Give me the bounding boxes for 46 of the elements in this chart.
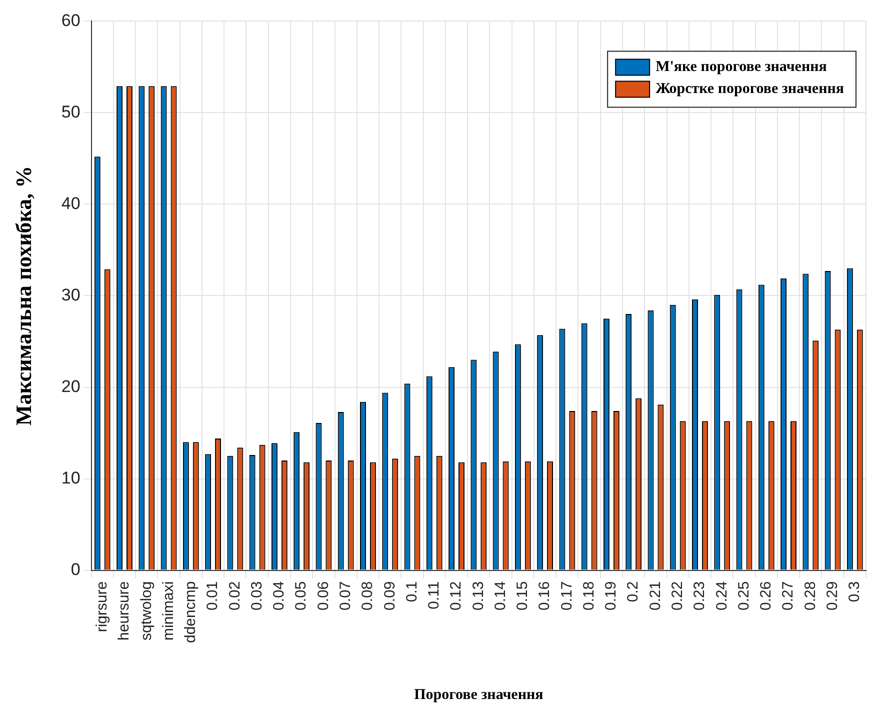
x-tick-label: 0.16 [536,581,554,610]
x-tick-label: 0.18 [580,581,598,610]
x-tick-label: 0.05 [292,581,310,610]
x-tick-label: 0.01 [204,581,222,610]
x-tick-label: ddencmp [182,581,200,644]
y-tick-label: 40 [61,194,80,213]
x-tick-label: 0.08 [359,581,376,610]
x-tick-label: 0.13 [470,581,487,610]
y-tick-label: 0 [70,560,80,579]
x-tick-label: 0.15 [514,581,532,610]
x-tick-label: 0.04 [270,581,288,610]
x-tick-label: 0.27 [780,581,797,610]
x-tick-label: sqtwolog [138,581,155,640]
x-tick-label: 0.06 [314,581,332,610]
y-tick-label: 60 [61,10,80,30]
y-tick-label: 10 [61,468,80,488]
y-tick-label: 50 [61,102,80,122]
legend-label: М'яке порогове значення [656,59,827,76]
x-tick-label: 0.24 [713,581,730,610]
x-tick-label: 0.09 [381,581,398,610]
x-tick-label: 0.28 [802,581,819,610]
x-axis-title: Порогове значення [414,686,544,703]
x-tick-label: 0.17 [558,581,576,610]
y-axis-title: Максимальна похибка, % [10,166,36,426]
x-tick-label: 0.11 [426,581,443,610]
x-tick-label: rigrsure [94,581,111,632]
y-tick-label: 30 [61,285,80,304]
x-tick-label: 0.19 [602,581,620,610]
legend-label: Жорстке порогове значення [656,81,844,98]
x-tick-label: 0.26 [758,581,775,610]
x-tick-label: 0.1 [403,581,420,602]
x-tick-label: 0.02 [226,581,244,610]
y-tick-label: 20 [61,376,80,396]
x-tick-label: minimaxi [160,581,177,640]
x-tick-label: 0.2 [624,581,642,602]
x-tick-label: 0.03 [248,581,266,610]
x-tick-label: 0.22 [668,581,686,610]
x-tick-label: 0.3 [846,581,864,602]
x-tick-label: 0.14 [492,581,509,610]
x-tick-label: 0.07 [336,581,354,610]
x-tick-label: 0.25 [735,581,752,610]
x-tick-label: 0.12 [448,581,465,610]
x-tick-label: 0.29 [824,581,841,610]
x-tick-label: heursure [116,581,133,640]
x-tick-label: 0.21 [646,581,664,610]
x-tick-label: 0.23 [691,581,708,610]
